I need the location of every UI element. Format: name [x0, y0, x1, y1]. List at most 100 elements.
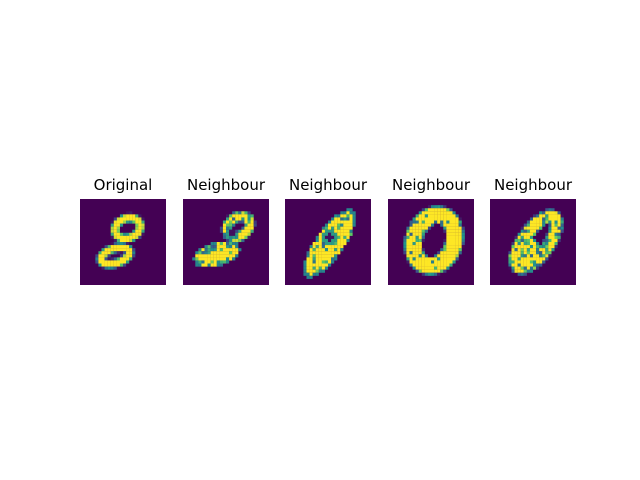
- pixel: [331, 235, 335, 239]
- pixel: [129, 254, 133, 258]
- pixel: [309, 248, 313, 252]
- pixel: [107, 248, 111, 252]
- pixel: [554, 217, 558, 221]
- pixel: [126, 217, 130, 221]
- pixel: [406, 260, 410, 264]
- pixel: [113, 217, 117, 221]
- pixel: [431, 220, 435, 224]
- pixel: [415, 232, 419, 236]
- pixel: [235, 245, 239, 249]
- pixel: [113, 248, 117, 252]
- pixel: [129, 232, 133, 236]
- pixel: [529, 242, 534, 246]
- pixel: [536, 254, 540, 258]
- pixel: [238, 248, 242, 252]
- pixel: [461, 235, 465, 239]
- pixel: [539, 245, 543, 249]
- pixel: [312, 248, 316, 252]
- pixel: [232, 245, 236, 249]
- pixel: [517, 272, 521, 276]
- pixel: [548, 217, 552, 221]
- pixel: [222, 223, 227, 227]
- pixel: [226, 220, 230, 224]
- pixel: [98, 254, 102, 258]
- pixel: [458, 248, 462, 252]
- pixel: [334, 235, 338, 239]
- pixel: [449, 235, 453, 239]
- pixel: [406, 245, 410, 249]
- pixel: [312, 251, 316, 255]
- pixel: [104, 257, 108, 261]
- pixel: [458, 232, 462, 236]
- pixel: [449, 232, 453, 236]
- pixel: [533, 232, 537, 236]
- pixel: [113, 245, 117, 249]
- pixel: [232, 211, 236, 215]
- pixel: [418, 223, 422, 227]
- pixel: [324, 263, 329, 267]
- pixel: [539, 263, 543, 267]
- pixel: [455, 235, 459, 239]
- pixel: [334, 254, 338, 258]
- pixel: [204, 248, 208, 252]
- pixel: [415, 248, 419, 252]
- pixel: [229, 257, 233, 261]
- pixel: [560, 214, 564, 218]
- pixel: [207, 254, 211, 258]
- pixel: [406, 235, 410, 239]
- pixel: [449, 263, 453, 267]
- pixel: [418, 269, 422, 273]
- pixel: [409, 238, 413, 243]
- pixel: [455, 248, 459, 252]
- pixel: [116, 242, 120, 246]
- pixel: [421, 217, 425, 221]
- pixel: [340, 220, 344, 224]
- pixel: [418, 245, 422, 249]
- pixel: [119, 254, 124, 258]
- pixel: [235, 248, 239, 252]
- pixel: [526, 220, 530, 224]
- pixel: [539, 217, 543, 221]
- pixel: [250, 229, 254, 233]
- pixel: [418, 251, 422, 255]
- pixel: [548, 214, 552, 218]
- pixel: [123, 238, 127, 243]
- pixel: [452, 260, 456, 264]
- pixel: [424, 266, 428, 270]
- pixel: [542, 260, 546, 264]
- pixel: [418, 257, 422, 261]
- pixel: [548, 226, 552, 230]
- pixel: [446, 266, 450, 270]
- pixel: [116, 232, 120, 236]
- pixel: [434, 208, 438, 212]
- pixel: [324, 260, 329, 264]
- pixel: [138, 232, 142, 236]
- pixel: [219, 226, 223, 230]
- pixel: [113, 223, 117, 227]
- pixel: [415, 269, 419, 273]
- pixel: [455, 232, 459, 236]
- pixel: [116, 229, 120, 233]
- pixel: [443, 260, 447, 264]
- pixel: [123, 257, 127, 261]
- pixel: [328, 235, 332, 239]
- pixel: [324, 257, 329, 261]
- pixel: [533, 242, 537, 246]
- pixel: [452, 248, 456, 252]
- pixel: [110, 257, 114, 261]
- pixel: [229, 245, 233, 249]
- pixel: [412, 260, 416, 264]
- pixel: [520, 260, 524, 264]
- pixel: [306, 251, 310, 255]
- pixel: [449, 238, 453, 243]
- pixel: [119, 235, 124, 239]
- pixel: [101, 260, 105, 264]
- pixel: [452, 254, 456, 258]
- pixel: [440, 254, 444, 258]
- pixel: [312, 254, 316, 258]
- pixel: [241, 232, 245, 236]
- pixel: [520, 272, 524, 276]
- pixel: [126, 214, 130, 218]
- pixel: [198, 263, 202, 267]
- pixel: [418, 217, 422, 221]
